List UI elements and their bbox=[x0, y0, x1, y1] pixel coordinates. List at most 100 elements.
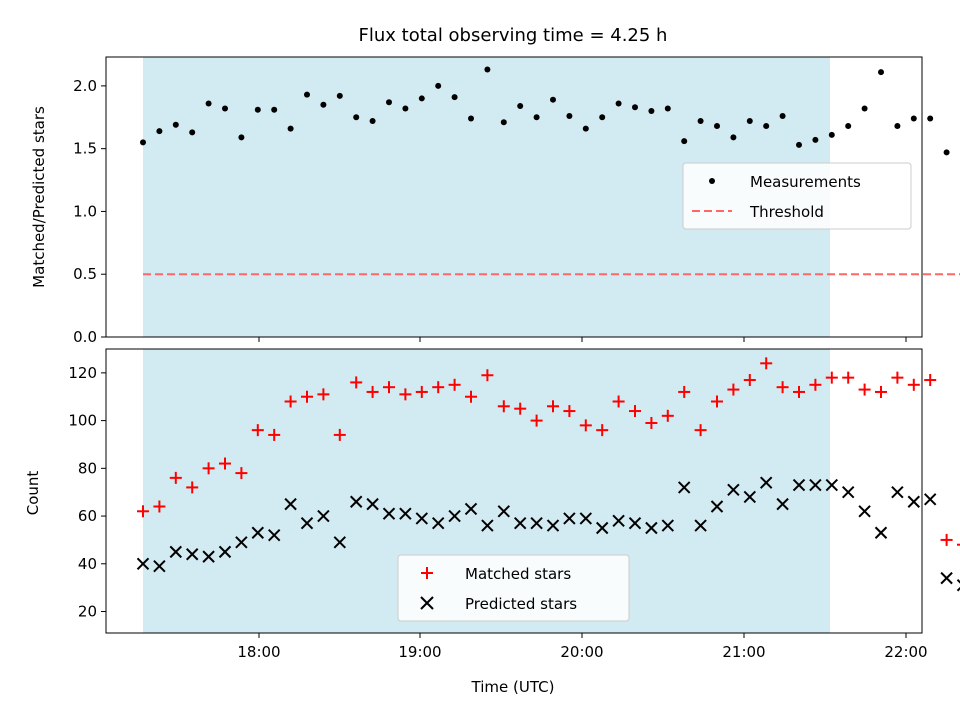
measurement-point bbox=[943, 149, 950, 156]
bottom-legend: Matched stars Predicted stars bbox=[397, 554, 630, 622]
matched-star-point bbox=[596, 424, 609, 437]
measurement-point bbox=[763, 123, 770, 130]
measurement-point bbox=[878, 69, 884, 76]
top-axes-frame bbox=[105, 56, 923, 338]
matched-star-point bbox=[399, 388, 412, 401]
predicted-star-point bbox=[136, 557, 150, 570]
predicted-star-point bbox=[169, 545, 183, 559]
matched-star-point bbox=[743, 374, 756, 387]
predicted-star-point bbox=[595, 521, 609, 535]
chart-title: Flux total observing time = 4.25 h bbox=[359, 25, 668, 46]
measurement-point bbox=[172, 121, 179, 128]
measurement-point bbox=[828, 131, 835, 138]
x-tick-label: 20:00 bbox=[560, 643, 603, 661]
legend-predicted-label: Predicted stars bbox=[465, 595, 577, 613]
matched-star-point bbox=[432, 381, 445, 394]
predicted-star-point bbox=[809, 478, 822, 492]
matched-star-point bbox=[694, 424, 707, 437]
bottom-y-tick-label: 20 bbox=[78, 603, 97, 621]
predicted-star-point bbox=[399, 507, 412, 520]
x-axis-label: Time (UTC) bbox=[471, 678, 555, 696]
measurement-point bbox=[550, 96, 556, 103]
predicted-star-point bbox=[727, 483, 740, 497]
measurement-point bbox=[746, 118, 753, 125]
measurement-point bbox=[910, 115, 917, 122]
measurement-point bbox=[714, 123, 720, 130]
predicted-star-point bbox=[923, 493, 937, 506]
bottom-panel-y-axis-label: Count bbox=[24, 471, 42, 516]
measurement-point bbox=[156, 128, 163, 135]
predicted-star-point bbox=[546, 519, 560, 532]
matched-star-point bbox=[825, 371, 838, 384]
matched-star-point bbox=[957, 543, 960, 546]
matched-star-point bbox=[383, 381, 395, 394]
top-legend: Measurements Threshold bbox=[682, 162, 912, 230]
legend-threshold-label: Threshold bbox=[749, 203, 824, 221]
measurement-point bbox=[632, 104, 638, 111]
matched-star-point bbox=[563, 405, 576, 418]
matched-star-point bbox=[809, 378, 822, 391]
predicted-star-point bbox=[776, 497, 789, 511]
matched-star-point bbox=[169, 471, 182, 484]
predicted-star-point bbox=[415, 512, 429, 525]
legend-predicted-marker bbox=[420, 596, 434, 610]
matched-star-point bbox=[251, 424, 264, 437]
matched-star-point bbox=[891, 371, 904, 384]
measurement-point bbox=[402, 105, 409, 112]
predicted-star-point bbox=[431, 517, 445, 530]
predicted-star-point bbox=[448, 509, 461, 523]
measurement-point bbox=[418, 95, 425, 102]
predicted-star-point bbox=[858, 505, 871, 518]
measurement-point bbox=[533, 114, 540, 121]
matched-star-point bbox=[907, 378, 920, 391]
bottom-legend-frame bbox=[397, 554, 630, 622]
x-tick-label: 21:00 bbox=[722, 643, 765, 661]
matched-star-point bbox=[465, 390, 477, 403]
top-panel-y-axis-label: Matched/Predicted stars bbox=[30, 106, 48, 288]
measurement-point bbox=[205, 100, 212, 107]
measurement-point bbox=[238, 134, 245, 141]
predicted-star-point bbox=[382, 507, 396, 520]
predicted-star-point bbox=[366, 497, 379, 511]
matched-star-point bbox=[415, 385, 428, 398]
predicted-star-point bbox=[891, 485, 904, 499]
x-tick-label: 22:00 bbox=[884, 643, 927, 661]
top-y-tick-label: 2.0 bbox=[73, 77, 97, 95]
predicted-star-point bbox=[513, 517, 527, 530]
predicted-star-point bbox=[218, 545, 232, 559]
measurement-point bbox=[845, 123, 852, 130]
matched-star-point bbox=[366, 385, 379, 398]
measurement-point bbox=[566, 113, 573, 120]
matched-star-point bbox=[629, 405, 641, 418]
measurement-point bbox=[304, 91, 310, 98]
bottom-y-tick-label: 100 bbox=[68, 412, 97, 430]
matched-star-point bbox=[153, 500, 166, 513]
predicted-star-point bbox=[612, 514, 625, 528]
matched-star-point bbox=[711, 395, 723, 408]
legend-matched-label: Matched stars bbox=[465, 565, 571, 583]
predicted-star-point bbox=[251, 526, 265, 539]
matched-star-point bbox=[268, 428, 281, 441]
predicted-star-point bbox=[956, 579, 960, 592]
top-y-tick-label: 0.5 bbox=[73, 265, 97, 283]
predicted-star-point bbox=[694, 519, 707, 532]
matched-star-point bbox=[530, 414, 543, 427]
predicted-star-point bbox=[185, 548, 199, 561]
matched-star-point bbox=[842, 371, 855, 384]
predicted-star-point bbox=[267, 528, 281, 542]
x-tick-label: 18:00 bbox=[237, 643, 280, 661]
measurement-point bbox=[796, 141, 802, 148]
predicted-star-point bbox=[874, 526, 888, 539]
measurement-point bbox=[386, 99, 392, 106]
measurement-point bbox=[681, 138, 688, 145]
measurement-point bbox=[730, 134, 737, 141]
measurement-point bbox=[500, 119, 507, 126]
matched-star-point bbox=[612, 395, 625, 408]
matched-star-point bbox=[645, 416, 658, 429]
matched-star-point bbox=[727, 383, 740, 396]
predicted-star-point bbox=[235, 536, 248, 549]
measurement-point bbox=[451, 94, 458, 101]
predicted-star-point bbox=[153, 559, 166, 573]
predicted-star-point bbox=[563, 512, 576, 525]
